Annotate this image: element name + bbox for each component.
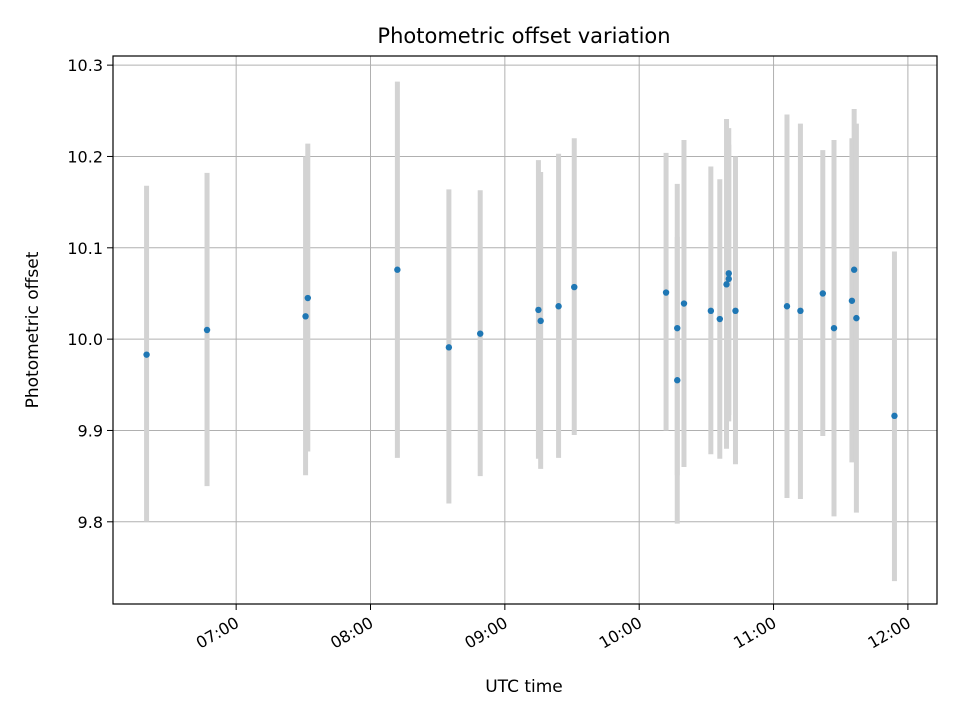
data-point [830, 324, 838, 332]
data-point [716, 315, 724, 323]
data-point [797, 307, 804, 315]
data-point [783, 303, 791, 310]
y-tick-label: 9.8 [78, 513, 103, 532]
grid-lines [113, 56, 937, 604]
data-point [445, 344, 453, 351]
data-point [725, 275, 732, 283]
data-point [674, 324, 681, 332]
data-point [723, 281, 730, 288]
y-tick-label: 10.1 [67, 239, 103, 258]
x-axis-ticks: 07:00 08:00 09:00 10:00 11:00 12:00 [193, 604, 914, 653]
x-axis-label: UTC time [485, 677, 563, 697]
data-point [535, 306, 542, 314]
y-tick-label: 10.0 [67, 330, 103, 349]
x-tick-label: 10:00 [596, 613, 645, 653]
data-point [394, 266, 401, 273]
data-point [203, 326, 211, 334]
y-axis-ticks: 9.8 9.9 10.0 10.1 10.2 10.3 [67, 56, 113, 532]
y-tick-label: 10.2 [67, 147, 103, 166]
data-point [819, 290, 827, 297]
data-point [680, 300, 688, 307]
data-point [477, 330, 484, 337]
chart-title: Photometric offset variation [377, 24, 670, 48]
data-point [850, 266, 858, 273]
y-tick-label: 10.3 [67, 56, 103, 75]
data-point [707, 307, 715, 315]
data-point [725, 270, 732, 277]
data-point [662, 289, 670, 296]
data-point [674, 377, 681, 384]
y-tick-label: 9.9 [78, 421, 103, 440]
data-point [302, 313, 309, 320]
data-point [848, 297, 856, 304]
data-point [571, 283, 578, 291]
y-axis-label: Photometric offset [23, 251, 43, 408]
data-point [555, 303, 562, 310]
data-point [732, 307, 739, 315]
data-point [537, 317, 544, 325]
x-tick-label: 11:00 [730, 613, 779, 653]
x-tick-label: 07:00 [193, 613, 242, 653]
data-point [304, 294, 312, 302]
data-point [143, 351, 150, 358]
data-point [891, 412, 898, 420]
x-tick-label: 12:00 [864, 613, 913, 653]
x-tick-label: 09:00 [461, 613, 510, 653]
data-point [853, 314, 860, 322]
x-tick-label: 08:00 [327, 613, 376, 653]
plot-area-frame [112, 55, 938, 605]
data-points [143, 266, 898, 420]
